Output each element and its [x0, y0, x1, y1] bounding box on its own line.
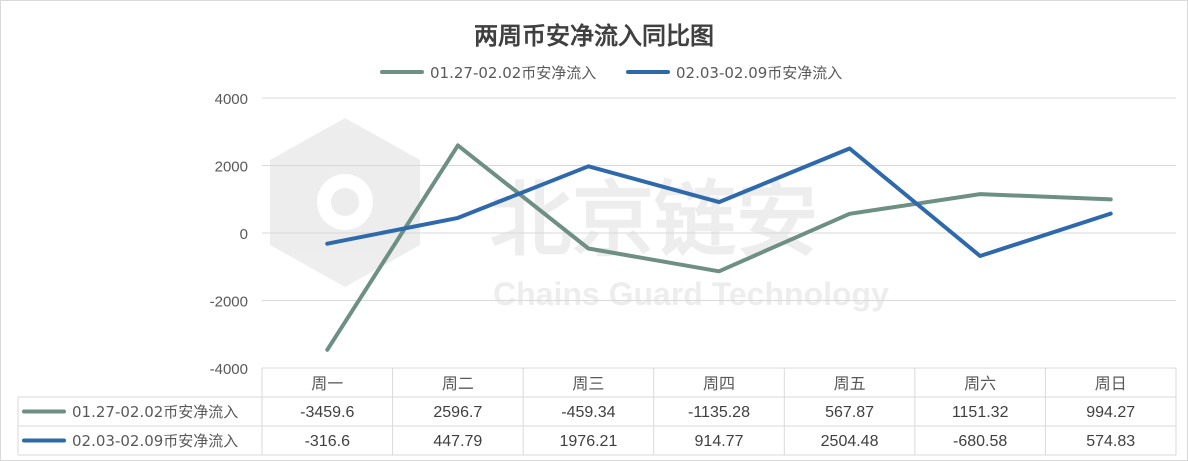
table-cell: -3459.6 — [300, 404, 354, 421]
legend: 01.27-02.02币安净流入 02.03-02.09币安净流入 — [380, 64, 842, 82]
table-cell: -680.58 — [953, 433, 1007, 450]
table-cell: -459.34 — [561, 404, 615, 421]
table-cell: 1151.32 — [952, 404, 1009, 421]
legend-label-2: 02.03-02.09币安净流入 — [676, 64, 842, 82]
y-tick-label: 4000 — [215, 91, 248, 108]
table-series-name-1: 01.27-02.02币安净流入 — [72, 403, 238, 421]
y-tick-label: -4000 — [210, 361, 248, 378]
y-tick-label: -2000 — [210, 294, 248, 311]
table-cell: 994.27 — [1086, 404, 1135, 421]
y-axis: 4000 2000 0 -2000 -4000 — [210, 91, 248, 378]
x-tick-label: 周二 — [442, 374, 474, 393]
table-cell: 1976.21 — [560, 433, 618, 450]
x-tick-label: 周三 — [572, 374, 604, 393]
chart-title: 两周币安净流入同比图 — [474, 22, 714, 50]
x-tick-label: 周五 — [834, 374, 866, 393]
x-tick-label: 周六 — [964, 374, 996, 393]
x-tick-label: 周日 — [1095, 374, 1127, 393]
table-cell: 2504.48 — [821, 433, 879, 450]
table-cell: -1135.28 — [688, 404, 750, 421]
series-lines — [325, 143, 1113, 352]
table-cell: 447.79 — [433, 433, 482, 450]
table-series-name-2: 02.03-02.09币安净流入 — [72, 432, 238, 450]
x-tick-label: 周一 — [311, 374, 343, 393]
y-tick-label: 0 — [240, 226, 248, 243]
watermark-text-en: Chains Guard Technology — [493, 276, 889, 312]
table-cell: 574.83 — [1086, 433, 1135, 450]
table-cell: 567.87 — [825, 404, 874, 421]
table-cell: 914.77 — [695, 433, 744, 450]
table-cell: 2596.7 — [433, 404, 482, 421]
y-tick-label: 2000 — [215, 159, 248, 176]
legend-label-1: 01.27-02.02币安净流入 — [430, 64, 596, 82]
data-table: 周一 周二 周三 周四 周五 周六 周日 01.27-02.02币安净流入 -3459.6 259… — [17, 367, 1177, 456]
table-cell: -316.6 — [305, 433, 350, 450]
watermark-logo: 北京链安 Chains Guard Technology — [270, 118, 889, 312]
x-tick-label: 周四 — [703, 374, 735, 393]
